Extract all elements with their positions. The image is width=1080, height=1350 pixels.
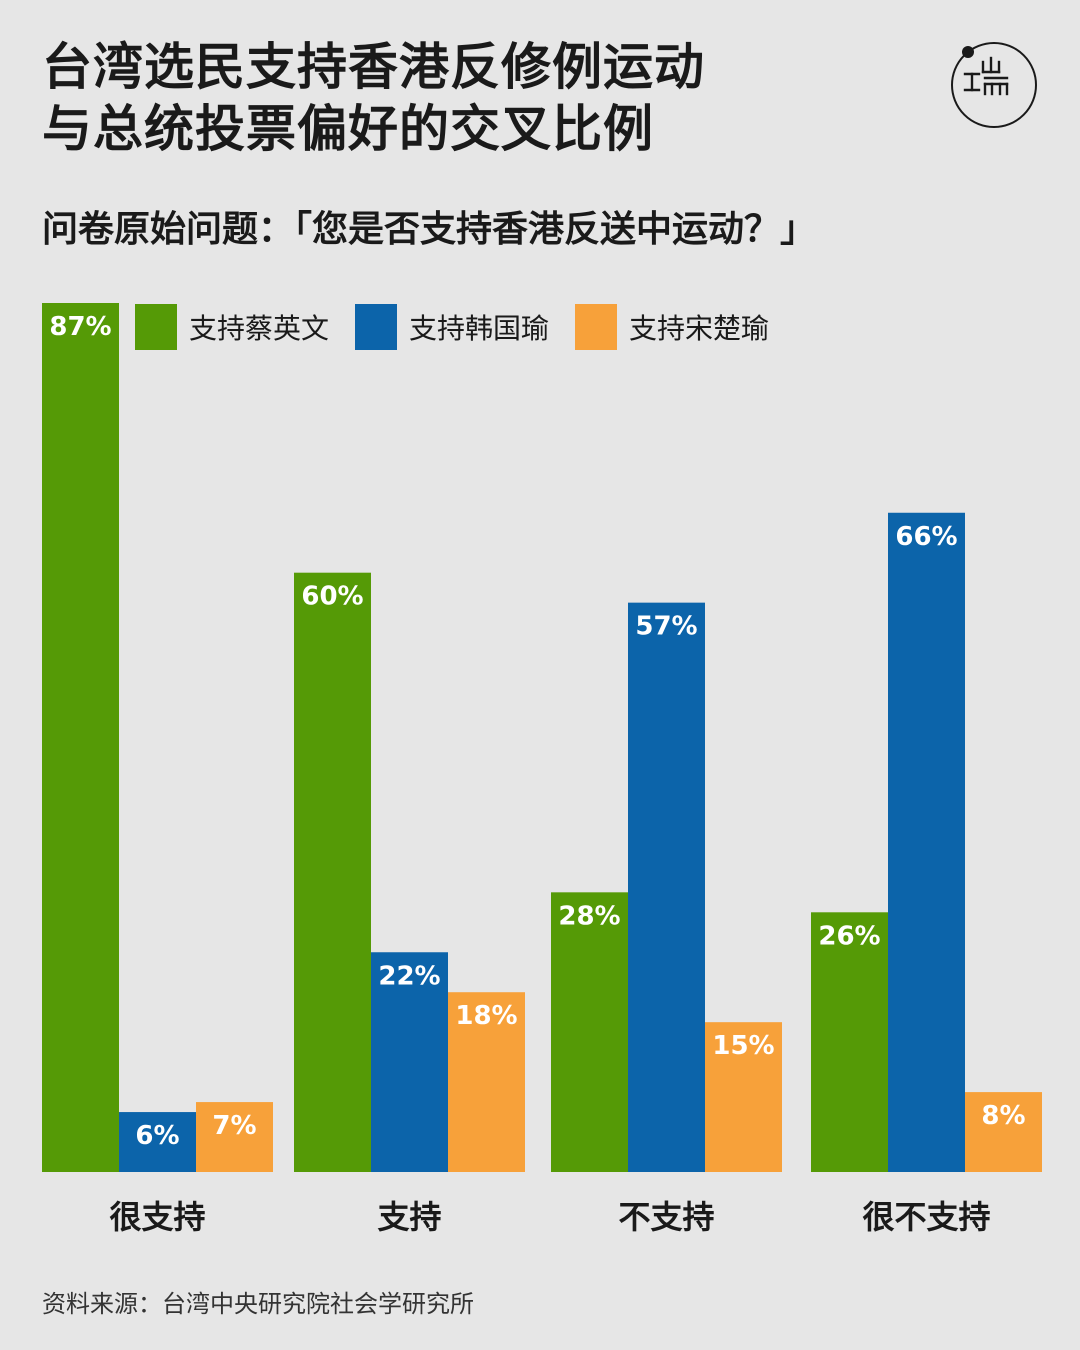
- data-label: 7%: [212, 1111, 256, 1141]
- category-label: 支持: [377, 1198, 441, 1236]
- category-label: 很支持: [109, 1198, 205, 1236]
- bar-2-1: [119, 1112, 196, 1172]
- bar-2-3: [628, 602, 705, 1172]
- legend-item-soong: 支持宋楚瑜: [575, 304, 769, 350]
- title-line-1: 台湾选民支持香港反修例运动: [42, 38, 705, 96]
- data-label: 26%: [818, 921, 880, 951]
- data-label: 66%: [895, 522, 957, 552]
- category-label: 不支持: [618, 1198, 714, 1236]
- source-note: 资料来源：台湾中央研究院社会学研究所: [42, 1290, 474, 1318]
- data-label: 60%: [301, 582, 363, 612]
- bar-1-3: [551, 892, 628, 1172]
- legend-label: 支持宋楚瑜: [629, 312, 770, 345]
- category-label: 很不支持: [862, 1198, 990, 1236]
- data-label: 8%: [981, 1101, 1025, 1131]
- legend-swatch-orange: [575, 304, 618, 350]
- data-label: 15%: [712, 1031, 774, 1061]
- legend-label: 支持蔡英文: [189, 312, 330, 345]
- survey-question: 问卷原始问题：「您是否支持香港反送中运动？」: [42, 209, 817, 250]
- chart-title: 台湾选民支持香港反修例运动 与总统投票偏好的交叉比例: [42, 36, 902, 160]
- initium-logo-icon: [951, 42, 1037, 128]
- legend-item-tsai: 支持蔡英文: [135, 304, 329, 350]
- bar-1-1: [42, 303, 119, 1172]
- bar-3-2: [448, 992, 525, 1172]
- bar-3-3: [705, 1022, 782, 1172]
- bar-1-2: [294, 572, 371, 1172]
- legend-swatch-green: [135, 304, 177, 350]
- legend-item-han: 支持韩国瑜: [355, 304, 549, 350]
- bar-3-1: [196, 1102, 273, 1172]
- bar-2-4: [888, 512, 965, 1172]
- legend: 支持蔡英文 支持韩国瑜 支持宋楚瑜: [135, 304, 795, 350]
- legend-swatch-blue: [355, 304, 398, 350]
- bar-2-2: [371, 952, 448, 1172]
- data-label: 57%: [635, 612, 697, 642]
- bar-3-4: [965, 1092, 1042, 1172]
- title-line-2: 与总统投票偏好的交叉比例: [42, 100, 654, 158]
- legend-label: 支持韩国瑜: [409, 312, 550, 345]
- data-label: 87%: [49, 312, 111, 342]
- data-label: 28%: [558, 901, 620, 931]
- data-label: 22%: [378, 961, 440, 991]
- data-label: 6%: [135, 1121, 179, 1151]
- data-label: 18%: [455, 1001, 517, 1031]
- bar-1-4: [811, 912, 888, 1172]
